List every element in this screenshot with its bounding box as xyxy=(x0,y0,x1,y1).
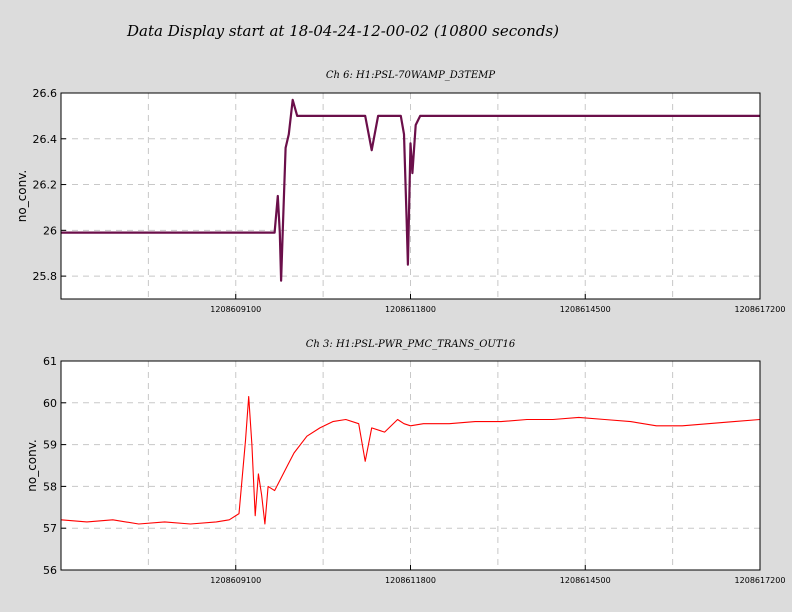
x-tick-label: 1208611800 xyxy=(385,576,436,585)
y-tick-label: 25.8 xyxy=(33,270,58,283)
chart-title: Ch 3: H1:PSL-PWR_PMC_TRANS_OUT16 xyxy=(306,339,516,350)
y-tick-label: 26.2 xyxy=(33,179,58,192)
y-axis-label: no_conv. xyxy=(15,170,29,222)
y-tick-label: 58 xyxy=(43,480,57,493)
series-line xyxy=(61,98,760,282)
page-title: Data Display start at 18-04-24-12-00-02 … xyxy=(127,22,559,40)
y-tick-label: 60 xyxy=(43,397,57,410)
y-axis-label: no_conv. xyxy=(25,439,39,491)
x-tick-label: 1208614500 xyxy=(560,576,611,585)
x-tick-label: 1208617200 xyxy=(735,576,786,585)
y-tick-label: 61 xyxy=(43,355,57,368)
x-tick-label: 1208617200 xyxy=(735,305,786,314)
x-tick-label: 1208611800 xyxy=(385,305,436,314)
y-tick-label: 26.4 xyxy=(33,133,58,146)
x-tick-label: 1208614500 xyxy=(560,305,611,314)
series-line xyxy=(60,395,761,525)
y-tick-label: 57 xyxy=(43,522,57,535)
chart-title: Ch 6: H1:PSL-70WAMP_D3TEMP xyxy=(326,70,496,81)
y-tick-label: 59 xyxy=(43,439,57,452)
y-tick-label: 26.6 xyxy=(33,87,58,100)
plot-1: 25.8 26 26.2 26.4 26.6 1208609100 1208611800 12… xyxy=(15,70,785,314)
y-tick-label: 56 xyxy=(43,564,57,577)
plot-2: 56 57 58 59 60 61 1208609100 1208611800 12086145… xyxy=(25,339,785,585)
x-tick-label: 1208609100 xyxy=(210,576,261,585)
x-tick-label: 1208609100 xyxy=(210,305,261,314)
y-tick-label: 26 xyxy=(43,224,57,237)
